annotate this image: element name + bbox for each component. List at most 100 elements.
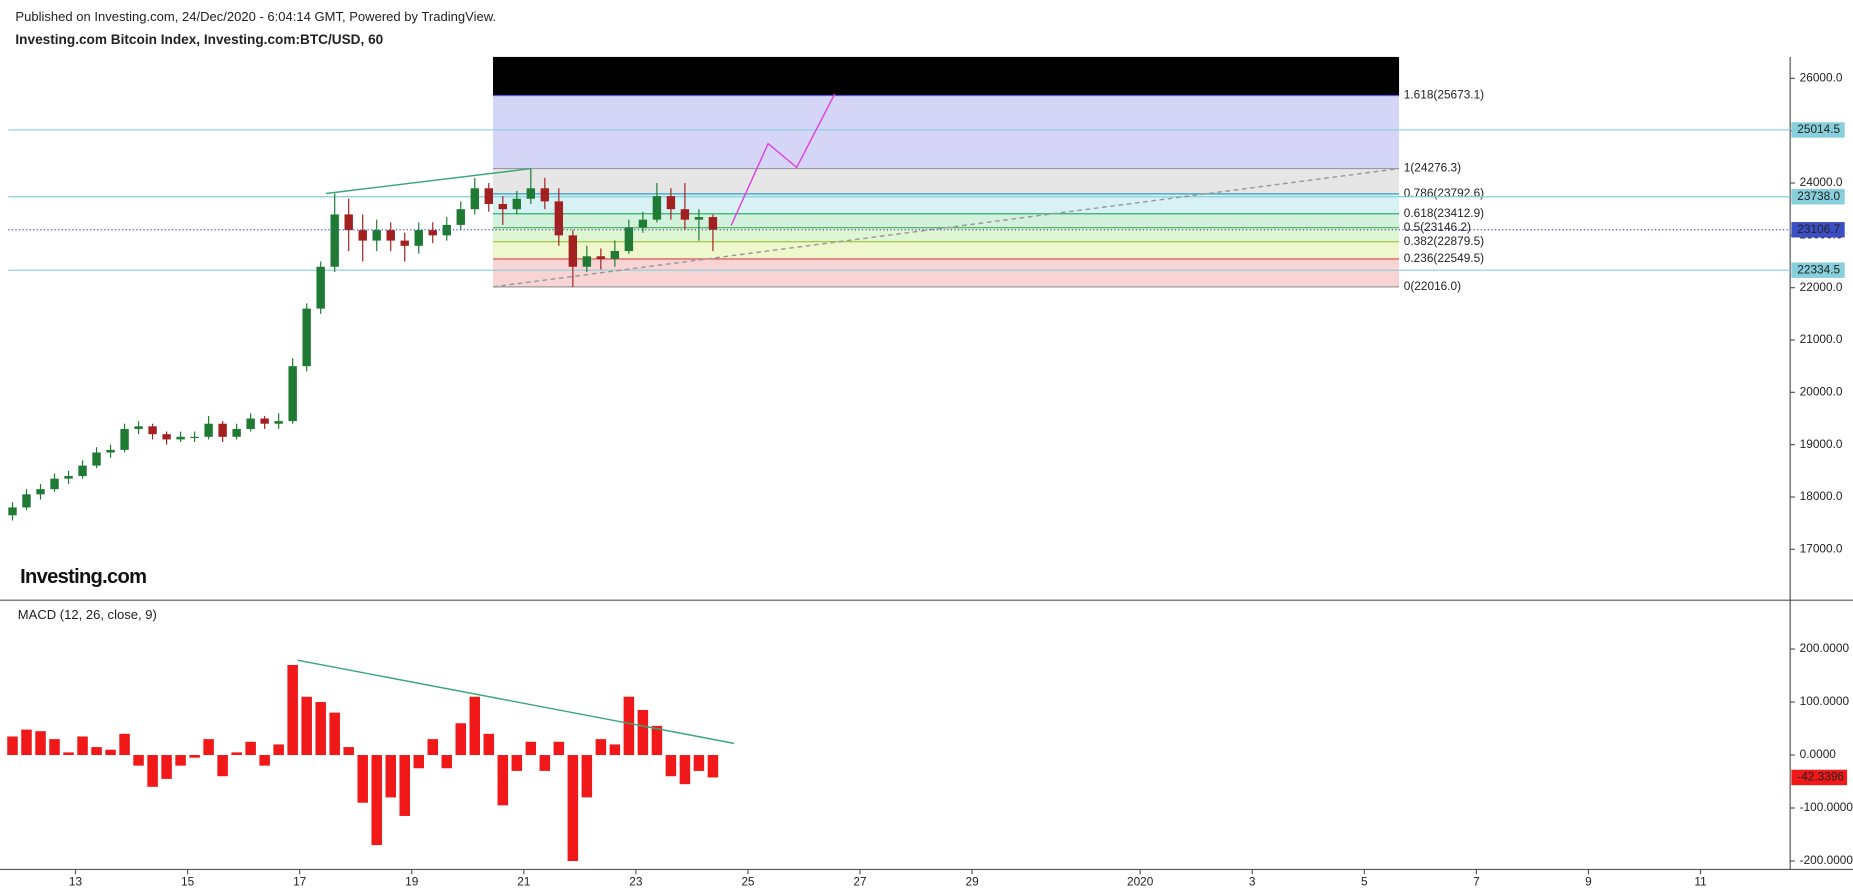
candle-body [540, 188, 550, 202]
fib-band [492, 95, 1400, 169]
candle-body [680, 209, 690, 220]
fib-band [492, 227, 1400, 242]
candle-body [120, 428, 129, 450]
histogram-bar [77, 736, 88, 756]
candle-body [386, 230, 395, 241]
histogram-bar [203, 739, 214, 756]
last-price-label: 23106.7 [1797, 222, 1840, 236]
histogram-bar [693, 755, 705, 771]
candle-body [456, 209, 465, 225]
histogram-bar [525, 741, 537, 756]
x-tick-label: 15 [181, 875, 195, 889]
x-tick-label: 7 [1473, 875, 1480, 889]
trend-line [730, 93, 836, 226]
trend-line [325, 167, 532, 195]
histogram-bar [497, 755, 509, 806]
histogram-bar [259, 755, 270, 766]
candle-body [358, 230, 367, 241]
y-tick-label: 0.0000 [1800, 747, 1837, 761]
candle-body [274, 421, 283, 424]
histogram-bar [707, 755, 719, 778]
candle-body [64, 476, 73, 479]
histogram-bar [553, 741, 565, 756]
price-badge [1791, 262, 1845, 278]
histogram-bar [427, 739, 439, 756]
histogram-bar [455, 723, 467, 756]
candle-body [568, 235, 578, 267]
y-tick-label: 17000.0 [1800, 541, 1843, 555]
histogram-bar [665, 755, 677, 777]
y-tick-label: -100.0000 [1800, 800, 1853, 814]
histogram-bar [413, 755, 424, 769]
candle-body [694, 217, 704, 220]
histogram-bar [217, 755, 228, 777]
candle-body [148, 426, 157, 435]
fib-label: 0.236(22549.5) [1404, 251, 1484, 265]
histogram-bar [21, 729, 32, 756]
macd-title: MACD (12, 26, close, 9) [18, 607, 157, 622]
fib-label: 1(24276.3) [1404, 161, 1461, 175]
candle-body [8, 507, 17, 516]
y-tick-label: 18000.0 [1800, 489, 1843, 503]
fib-band [492, 56, 1400, 96]
candle-body [50, 478, 59, 490]
y-tick-label: 21000.0 [1800, 332, 1843, 346]
histogram-bar [133, 755, 144, 766]
candle-body [106, 449, 115, 453]
histogram-bar [63, 752, 74, 756]
histogram-bar [287, 664, 298, 756]
chart-title: Investing.com Bitcoin Index, Investing.c… [15, 32, 383, 47]
trend-line [492, 167, 1400, 288]
candle-body [414, 230, 423, 246]
price-badge-label: 22334.5 [1797, 262, 1840, 276]
histogram-bar [147, 755, 158, 787]
fib-label: 0(22016.0) [1404, 279, 1461, 293]
histogram-bar [609, 744, 621, 756]
histogram-bar [7, 736, 18, 756]
last-value-label: -42.3396 [1797, 770, 1844, 784]
x-tick-label: 27 [853, 875, 866, 889]
candle-body [666, 196, 676, 210]
histogram-bar [441, 755, 453, 769]
candle-body [582, 256, 592, 267]
histogram-bar [91, 747, 102, 756]
published-note: Published on Investing.com, 24/Dec/2020 … [15, 9, 496, 24]
candle-body [190, 436, 199, 438]
x-tick-label: 29 [965, 875, 979, 889]
x-tick-label: 21 [517, 875, 531, 889]
candle-body [330, 214, 339, 267]
candle-body [316, 266, 325, 309]
fib-band [492, 213, 1400, 228]
x-tick-label: 13 [69, 875, 83, 889]
histogram-bar [637, 709, 649, 756]
histogram-bar [567, 755, 579, 861]
x-tick-label: 9 [1585, 875, 1592, 889]
candle-body [232, 428, 241, 437]
histogram-bar [35, 731, 46, 756]
histogram-bar [623, 696, 635, 756]
candle-body [470, 188, 479, 210]
fib-label: 0.382(22879.5) [1404, 234, 1484, 248]
last-price-badge [1791, 222, 1845, 238]
histogram-bar [161, 755, 172, 779]
y-tick-label: 100.0000 [1800, 694, 1850, 708]
y-tick-label: 26000.0 [1800, 71, 1843, 85]
histogram-bar [49, 739, 60, 756]
candle-body [372, 230, 381, 241]
histogram-bar [175, 755, 186, 766]
histogram-bar [581, 755, 593, 798]
candle-body [484, 188, 493, 204]
histogram-bar [273, 744, 284, 756]
candle-body [708, 217, 718, 230]
histogram-bar [315, 702, 326, 756]
candle-body [246, 418, 255, 429]
x-tick-label: 17 [293, 875, 306, 889]
price-badge [1791, 122, 1845, 138]
histogram-bar [357, 755, 368, 803]
candle-body [176, 436, 185, 440]
candle-body [218, 423, 227, 437]
fib-label: 0.618(23412.9) [1404, 206, 1484, 220]
candle-body [596, 256, 606, 259]
